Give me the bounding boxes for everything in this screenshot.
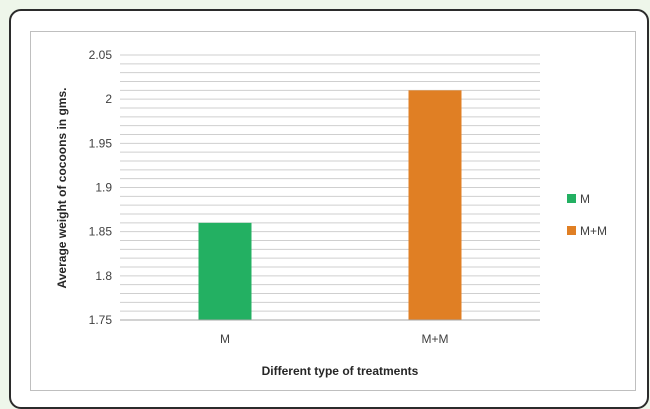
y-tick-label: 1.9: [95, 181, 112, 195]
bar-m: [198, 222, 252, 320]
gridlines: [120, 54, 540, 321]
x-tick-label: M+M: [422, 332, 449, 346]
y-tick-label: 1.85: [89, 225, 113, 239]
legend-swatch: [567, 194, 576, 203]
y-tick-label: 1.95: [89, 136, 113, 150]
legend: M M+M: [567, 192, 607, 238]
legend-label: M: [580, 192, 590, 206]
legend-label: M+M: [580, 224, 607, 238]
y-axis-ticks: 1.75 1.8 1.85 1.9 1.95 2 2.05: [89, 48, 113, 327]
y-axis-title: Average weight of cocoons in gms.: [55, 88, 69, 289]
chart-area: [30, 31, 636, 391]
bar-chart: 1.75 1.8 1.85 1.9 1.95 2 2.05 M M+M Different t…: [55, 48, 607, 378]
bar-m-m: [408, 90, 462, 320]
x-axis-title: Different type of treatments: [262, 364, 419, 378]
x-tick-label: M: [220, 332, 230, 346]
x-axis-ticks: M M+M: [220, 332, 449, 346]
y-tick-label: 1.75: [89, 313, 113, 327]
bars: [198, 90, 462, 320]
y-tick-label: 2.05: [89, 48, 113, 62]
y-tick-label: 2: [105, 92, 112, 106]
legend-swatch: [567, 226, 576, 235]
y-tick-label: 1.8: [95, 269, 112, 283]
